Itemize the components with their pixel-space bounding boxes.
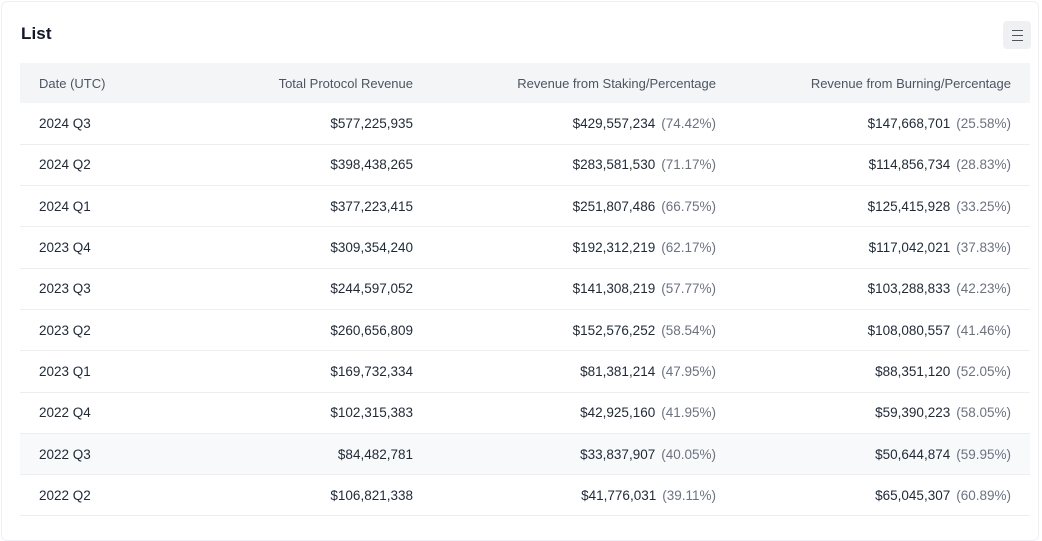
cell-staking-revenue: $429,557,234 (74.42%) [432, 103, 735, 144]
burning-value: $103,288,833 [867, 281, 951, 297]
cell-staking-revenue: $41,776,031 (39.11%) [432, 475, 735, 516]
staking-percentage: (57.77%) [661, 281, 716, 297]
cell-staking-revenue: $192,312,219 (62.17%) [432, 227, 735, 268]
table-row[interactable]: 2024 Q2 $398,438,265 $283,581,530 (71.17%) $… [20, 144, 1030, 186]
staking-value: $41,776,031 [581, 487, 657, 503]
burning-value: $125,415,928 [867, 198, 951, 214]
burning-value: $114,856,734 [868, 157, 951, 173]
burning-percentage: (60.89%) [956, 487, 1011, 503]
cell-burning-revenue: $65,045,307 (60.89%) [735, 475, 1030, 516]
staking-percentage: (39.11%) [662, 487, 716, 503]
cell-total-revenue: $398,438,265 [330, 157, 413, 173]
burning-value: $65,045,307 [875, 487, 951, 503]
cell-staking-revenue: $42,925,160 (41.95%) [432, 392, 735, 433]
staking-value: $283,581,530 [572, 157, 656, 173]
cell-date: 2022 Q3 [39, 446, 91, 462]
staking-percentage: (74.42%) [661, 115, 716, 131]
cell-burning-revenue: $88,351,120 (52.05%) [735, 351, 1030, 392]
cell-total-revenue: $244,597,052 [330, 281, 413, 297]
column-header-burning-revenue[interactable]: Revenue from Burning/Percentage [810, 75, 1011, 91]
cell-date: 2024 Q1 [39, 198, 91, 214]
cell-total-revenue: $377,223,415 [330, 198, 413, 214]
staking-percentage: (62.17%) [661, 240, 716, 256]
cell-burning-revenue: $114,856,734 (28.83%) [735, 144, 1030, 185]
staking-percentage: (58.54%) [661, 322, 716, 338]
burning-value: $108,080,557 [867, 322, 951, 338]
staking-value: $42,925,160 [580, 405, 656, 421]
burning-percentage: (42.23%) [956, 281, 1011, 297]
cell-date: 2024 Q2 [39, 157, 91, 173]
staking-value: $152,576,252 [572, 322, 656, 338]
table-row[interactable]: 2024 Q3 $577,225,935 $429,557,234 (74.42%) $… [20, 103, 1030, 145]
staking-percentage: (66.75%) [661, 198, 716, 214]
cell-staking-revenue: $283,581,530 (71.17%) [432, 144, 735, 185]
staking-percentage: (47.95%) [661, 363, 716, 379]
burning-percentage: (58.05%) [956, 405, 1011, 421]
staking-percentage: (41.95%) [661, 405, 716, 421]
burning-percentage: (59.95%) [956, 446, 1011, 462]
cell-total-revenue: $84,482,781 [337, 446, 413, 462]
cell-date: 2022 Q4 [39, 405, 91, 421]
burning-value: $147,668,701 [867, 115, 951, 131]
cell-burning-revenue: $59,390,223 (58.05%) [735, 392, 1030, 433]
cell-staking-revenue: $251,807,486 (66.75%) [432, 186, 735, 227]
table-row[interactable]: 2022 Q3 $84,482,781 $33,837,907 (40.05%) $50… [20, 433, 1030, 475]
table-row[interactable]: 2023 Q3 $244,597,052 $141,308,219 (57.77%) $… [20, 268, 1030, 310]
cell-total-revenue: $577,225,935 [330, 115, 413, 131]
cell-burning-revenue: $50,644,874 (59.95%) [735, 433, 1030, 474]
cell-total-revenue: $169,732,334 [330, 363, 413, 379]
burning-percentage: (41.46%) [956, 322, 1011, 338]
staking-value: $192,312,219 [572, 240, 656, 256]
column-header-total-revenue[interactable]: Total Protocol Revenue [278, 75, 413, 91]
panel-title: List [21, 24, 52, 43]
cell-total-revenue: $102,315,383 [330, 405, 413, 421]
cell-burning-revenue: $147,668,701 (25.58%) [735, 103, 1030, 144]
table-row[interactable]: 2022 Q4 $102,315,383 $42,925,160 (41.95%) $5… [20, 392, 1030, 434]
cell-date: 2023 Q3 [39, 281, 91, 297]
burning-value: $88,351,120 [875, 363, 951, 379]
cell-total-revenue: $309,354,240 [330, 240, 413, 256]
cell-date: 2022 Q2 [39, 487, 91, 503]
column-header-staking-revenue[interactable]: Revenue from Staking/Percentage [517, 75, 716, 91]
cell-staking-revenue: $141,308,219 (57.77%) [432, 268, 735, 309]
cell-date: 2023 Q1 [39, 363, 91, 379]
cell-date: 2024 Q3 [39, 115, 91, 131]
burning-percentage: (37.83%) [956, 240, 1011, 256]
burning-value: $50,644,874 [875, 446, 951, 462]
staking-percentage: (40.05%) [661, 446, 716, 462]
cell-burning-revenue: $103,288,833 (42.23%) [735, 268, 1030, 309]
cell-total-revenue: $260,656,809 [330, 322, 413, 338]
cell-date: 2023 Q2 [39, 322, 91, 338]
staking-value: $81,381,214 [580, 363, 656, 379]
hamburger-menu-icon[interactable] [1003, 21, 1031, 49]
staking-value: $141,308,219 [572, 281, 656, 297]
cell-staking-revenue: $152,576,252 (58.54%) [432, 309, 735, 350]
column-header-date[interactable]: Date (UTC) [39, 75, 106, 91]
cell-total-revenue: $106,821,338 [330, 487, 413, 503]
table-row[interactable]: 2023 Q4 $309,354,240 $192,312,219 (62.17%) $… [20, 227, 1030, 269]
table-header-row: Date (UTC) Total Protocol Revenue Revenu… [20, 63, 1030, 103]
staking-percentage: (71.17%) [661, 157, 716, 173]
cell-burning-revenue: $125,415,928 (33.25%) [735, 186, 1030, 227]
staking-value: $429,557,234 [572, 115, 656, 131]
cell-burning-revenue: $108,080,557 (41.46%) [735, 309, 1030, 350]
table-row[interactable]: 2022 Q2 $106,821,338 $41,776,031 (39.11%) $6… [20, 475, 1030, 516]
staking-value: $251,807,486 [572, 198, 656, 214]
burning-value: $117,042,021 [868, 240, 951, 256]
cell-date: 2023 Q4 [39, 240, 91, 256]
cell-staking-revenue: $33,837,907 (40.05%) [432, 433, 735, 474]
burning-percentage: (52.05%) [956, 363, 1011, 379]
burning-percentage: (33.25%) [956, 198, 1011, 214]
table-row[interactable]: 2023 Q1 $169,732,334 $81,381,214 (47.95%) $8… [20, 351, 1030, 393]
table-row[interactable]: 2023 Q2 $260,656,809 $152,576,252 (58.54%) $… [20, 309, 1030, 351]
burning-percentage: (25.58%) [956, 115, 1011, 131]
cell-staking-revenue: $81,381,214 (47.95%) [432, 351, 735, 392]
cell-burning-revenue: $117,042,021 (37.83%) [735, 227, 1030, 268]
burning-value: $59,390,223 [875, 405, 951, 421]
revenue-table: Date (UTC) Total Protocol Revenue Revenu… [20, 63, 1030, 516]
staking-value: $33,837,907 [580, 446, 656, 462]
table-row[interactable]: 2024 Q1 $377,223,415 $251,807,486 (66.75%) $… [20, 186, 1030, 227]
burning-percentage: (28.83%) [956, 157, 1011, 173]
